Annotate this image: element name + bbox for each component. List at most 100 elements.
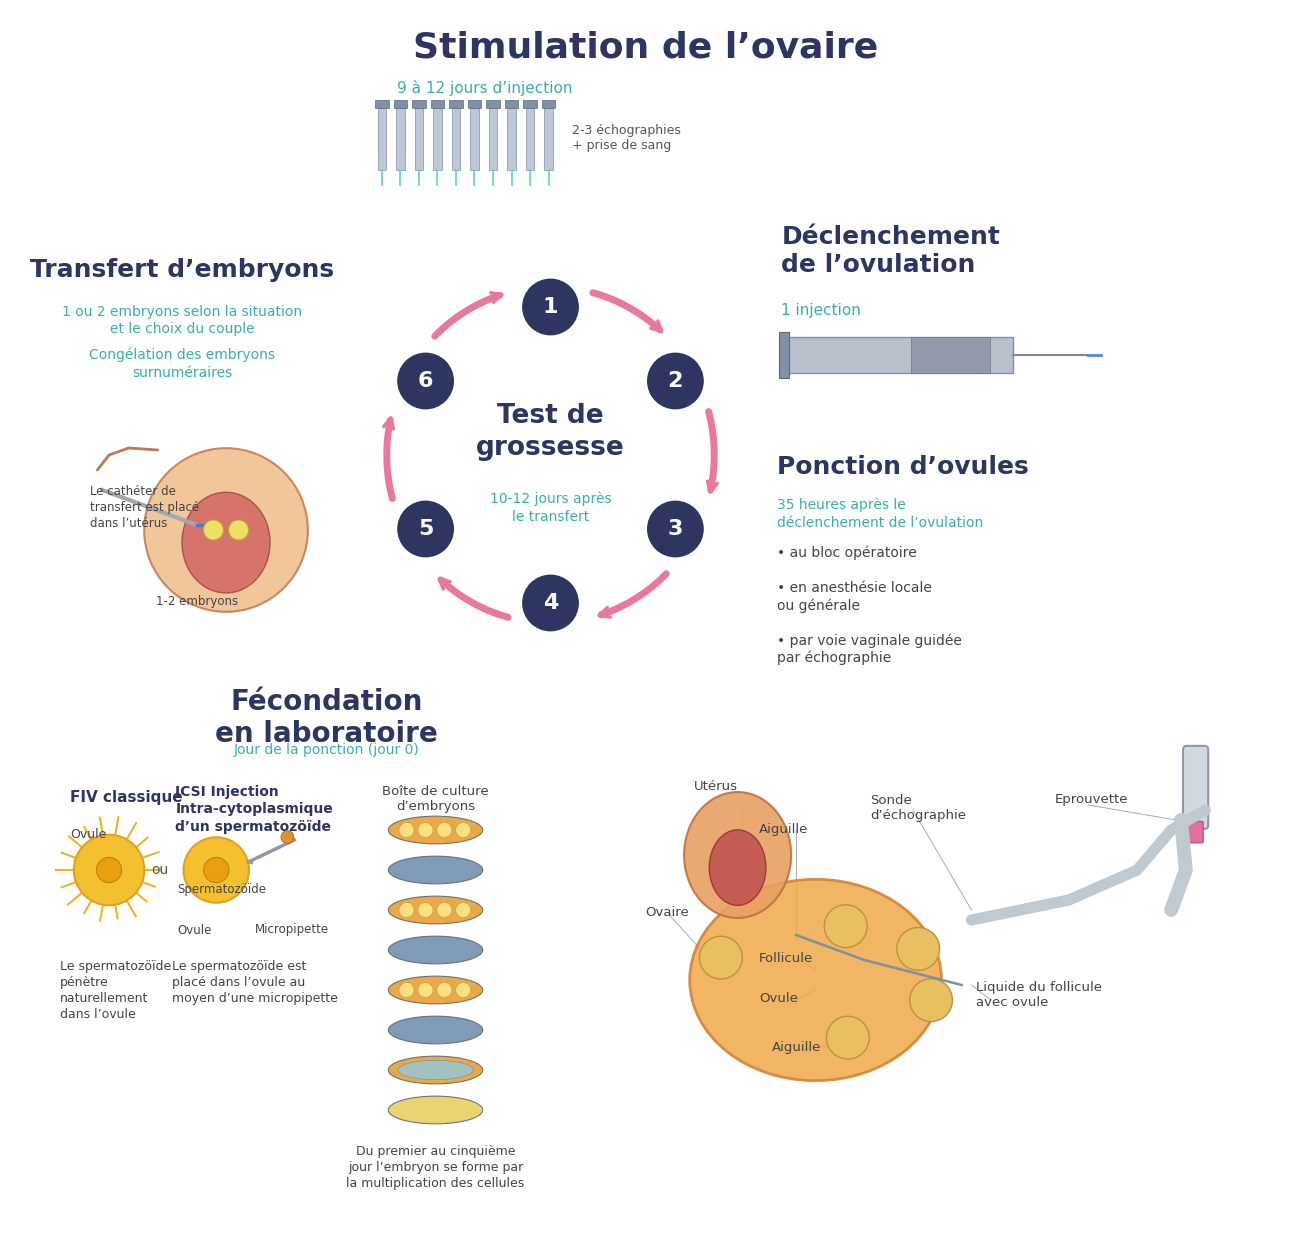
Circle shape (398, 501, 453, 556)
Text: • par voie vaginale guidée
par échographie: • par voie vaginale guidée par échograph… (776, 633, 961, 666)
Text: 9 à 12 jours d’injection: 9 à 12 jours d’injection (397, 81, 572, 96)
Circle shape (204, 857, 229, 883)
Text: Déclenchement
de l’ovulation: Déclenchement de l’ovulation (782, 225, 1000, 277)
FancyBboxPatch shape (470, 108, 479, 170)
Text: Aiguille: Aiguille (771, 1041, 822, 1055)
Circle shape (456, 903, 470, 918)
FancyBboxPatch shape (488, 108, 497, 170)
Circle shape (398, 354, 453, 409)
Text: 2-3 échographies
+ prise de sang: 2-3 échographies + prise de sang (572, 123, 681, 152)
FancyBboxPatch shape (508, 108, 516, 170)
Text: Jour de la ponction (jour 0): Jour de la ponction (jour 0) (234, 743, 419, 757)
Text: Congélation des embryons
surnuméraires: Congélation des embryons surnuméraires (89, 347, 275, 380)
Text: • en anesthésie locale
ou générale: • en anesthésie locale ou générale (776, 580, 932, 613)
FancyBboxPatch shape (911, 337, 990, 373)
Circle shape (203, 520, 224, 540)
Ellipse shape (683, 792, 791, 918)
Text: 4: 4 (543, 593, 558, 613)
Circle shape (437, 903, 452, 918)
Text: FIV classique: FIV classique (70, 789, 182, 805)
Ellipse shape (690, 879, 942, 1080)
Text: Fécondation
en laboratoire: Fécondation en laboratoire (214, 687, 438, 748)
Ellipse shape (389, 856, 483, 884)
FancyBboxPatch shape (433, 108, 442, 170)
Circle shape (456, 822, 470, 837)
FancyBboxPatch shape (377, 108, 386, 170)
Text: Le spermatozöïde
pénètre
naturellement
dans l’ovule: Le spermatozöïde pénètre naturellement d… (61, 961, 172, 1021)
Text: 6: 6 (417, 371, 433, 392)
Ellipse shape (398, 1060, 473, 1080)
Circle shape (183, 837, 249, 903)
FancyBboxPatch shape (544, 108, 553, 170)
Circle shape (647, 354, 703, 409)
FancyBboxPatch shape (452, 108, 460, 170)
Ellipse shape (145, 448, 307, 612)
Ellipse shape (389, 1016, 483, 1044)
FancyBboxPatch shape (468, 99, 482, 107)
Text: ICSI Injection
Intra-cytoplasmique
d’un spermatozöïde: ICSI Injection Intra-cytoplasmique d’un … (176, 786, 333, 833)
Text: Le spermatozöïde est
placé dans l’ovule au
moyen d’une micropipette: Le spermatozöïde est placé dans l’ovule … (172, 961, 339, 1005)
Text: 1 ou 2 embryons selon la situation
et le choix du couple: 1 ou 2 embryons selon la situation et le… (62, 305, 302, 336)
Circle shape (74, 835, 145, 905)
Circle shape (647, 501, 703, 556)
Text: Eprouvette: Eprouvette (1054, 793, 1128, 807)
Text: 10-12 jours après
le transfert: 10-12 jours après le transfert (490, 492, 611, 524)
Text: Test de
grossesse: Test de grossesse (477, 403, 625, 461)
Ellipse shape (182, 492, 270, 593)
FancyBboxPatch shape (541, 99, 556, 107)
Text: Aiguille: Aiguille (758, 823, 809, 836)
Circle shape (523, 279, 579, 335)
Ellipse shape (389, 896, 483, 924)
FancyBboxPatch shape (375, 99, 389, 107)
Text: Ovule: Ovule (177, 924, 212, 937)
Text: Boîte de culture
d’embryons: Boîte de culture d’embryons (382, 786, 488, 813)
Text: ou: ou (151, 862, 168, 878)
Text: Liquide du follicule
avec ovule: Liquide du follicule avec ovule (977, 981, 1102, 1008)
Text: 1: 1 (543, 297, 558, 317)
Text: • au bloc opératoire: • au bloc opératoire (776, 545, 916, 559)
Circle shape (282, 831, 293, 844)
Circle shape (824, 905, 867, 948)
Circle shape (417, 982, 433, 997)
FancyBboxPatch shape (412, 99, 426, 107)
Circle shape (229, 520, 248, 540)
Text: Micropipette: Micropipette (256, 924, 329, 937)
Text: 2: 2 (668, 371, 683, 392)
FancyBboxPatch shape (505, 99, 518, 107)
Circle shape (910, 978, 952, 1021)
Text: 3: 3 (668, 519, 683, 539)
FancyBboxPatch shape (450, 99, 463, 107)
FancyBboxPatch shape (779, 332, 789, 378)
Circle shape (437, 822, 452, 837)
Circle shape (456, 982, 470, 997)
Text: 35 heures après le
déclenchement de l’ovulation: 35 heures après le déclenchement de l’ov… (776, 499, 983, 530)
Text: Le cathéter de
transfert est placé
dans l’utérus: Le cathéter de transfert est placé dans … (89, 486, 199, 530)
Text: Follicule: Follicule (758, 952, 813, 964)
Circle shape (399, 822, 415, 837)
Text: 1 injection: 1 injection (782, 302, 862, 317)
Ellipse shape (389, 816, 483, 844)
FancyBboxPatch shape (523, 99, 537, 107)
FancyBboxPatch shape (394, 99, 407, 107)
Text: Stimulation de l’ovaire: Stimulation de l’ovaire (413, 31, 879, 65)
Circle shape (897, 928, 939, 971)
Text: Spermatozöïde: Spermatozöïde (177, 884, 266, 896)
Circle shape (399, 903, 415, 918)
Text: Transfert d’embryons: Transfert d’embryons (30, 258, 335, 282)
Ellipse shape (389, 976, 483, 1003)
Text: 5: 5 (417, 519, 433, 539)
FancyBboxPatch shape (1189, 821, 1203, 842)
Circle shape (399, 982, 415, 997)
Ellipse shape (389, 1097, 483, 1124)
Ellipse shape (389, 1056, 483, 1084)
Ellipse shape (709, 830, 766, 905)
FancyBboxPatch shape (430, 99, 444, 107)
FancyBboxPatch shape (415, 108, 424, 170)
Circle shape (523, 575, 579, 631)
Text: Ovule: Ovule (758, 992, 798, 1005)
Circle shape (417, 903, 433, 918)
Circle shape (827, 1016, 870, 1059)
Circle shape (437, 982, 452, 997)
Text: Utérus: Utérus (694, 781, 738, 793)
Text: 1-2 embryons: 1-2 embryons (156, 596, 238, 608)
